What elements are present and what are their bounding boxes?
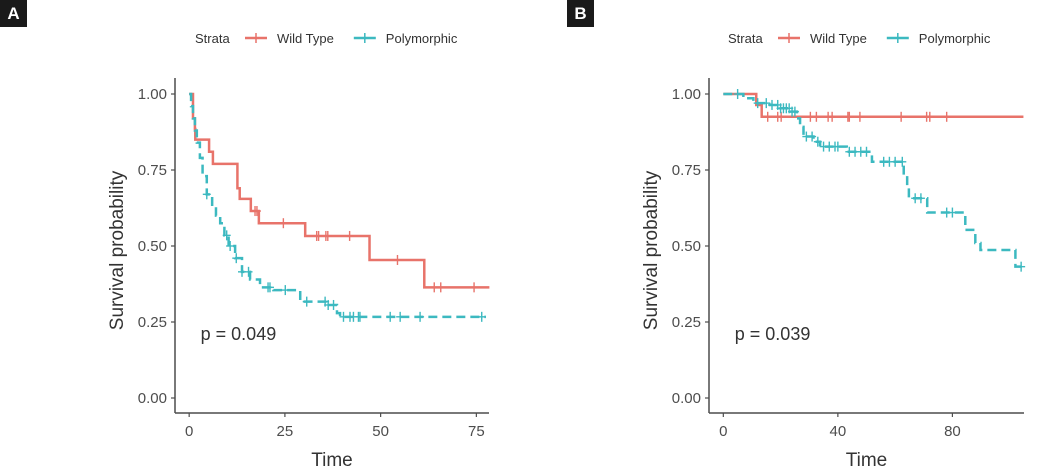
x-tick-label: 80 <box>944 423 961 440</box>
censor-mark <box>232 253 241 264</box>
censor-mark <box>763 111 772 122</box>
series-polymorphic <box>723 89 1026 272</box>
censor-mark <box>252 206 261 217</box>
y-axis-title: Survival probability <box>107 170 128 330</box>
censor-mark <box>777 111 786 122</box>
censor-mark <box>345 230 354 241</box>
censor-mark <box>812 111 821 122</box>
x-tick-label: 50 <box>372 423 389 440</box>
legend-key-wild-type <box>245 33 267 43</box>
panel-label-a: A <box>0 0 27 27</box>
y-tick-label: 0.25 <box>672 314 701 331</box>
legend: Strata Wild Type Polymorphic <box>728 31 991 46</box>
x-tick-label: 40 <box>830 423 847 440</box>
censor-mark <box>916 193 925 204</box>
p-value-annotation: p = 0.039 <box>735 324 811 344</box>
x-axis-title: Time <box>311 450 353 471</box>
x-tick-label: 0 <box>185 423 193 440</box>
legend-title: Strata <box>728 31 763 46</box>
legend-key-polymorphic <box>886 33 909 43</box>
censor-mark <box>833 141 842 152</box>
y-axis-title: Survival probability <box>641 170 662 330</box>
censor-mark <box>244 266 253 277</box>
series-wild-type <box>723 92 1024 122</box>
legend-key-wild-type <box>778 33 800 43</box>
y-tick-label: 0.75 <box>672 162 701 179</box>
censor-mark <box>470 282 479 293</box>
y-tick-label: 0.50 <box>672 238 701 255</box>
legend: Strata Wild Type Polymorphic <box>195 31 458 46</box>
y-tick-label: 0.00 <box>138 390 167 407</box>
survival-curve <box>189 92 490 289</box>
censor-mark <box>891 156 900 167</box>
censor-mark <box>393 254 402 265</box>
legend-label: Polymorphic <box>386 31 458 46</box>
censor-mark <box>808 131 817 142</box>
censor-mark <box>329 299 338 310</box>
survival-curve <box>723 92 1024 119</box>
legend-label: Wild Type <box>277 31 334 46</box>
censor-mark <box>222 230 231 241</box>
censor-mark <box>790 106 799 117</box>
censor-mark <box>948 207 957 218</box>
censor-mark <box>753 98 762 109</box>
censor-mark <box>436 282 445 293</box>
censor-mark <box>302 296 311 307</box>
x-tick-label: 0 <box>719 423 727 440</box>
censor-mark <box>897 111 906 122</box>
censor-mark <box>314 230 323 241</box>
series-polymorphic <box>189 92 486 322</box>
censor-mark <box>355 311 364 322</box>
censor-mark <box>733 89 742 99</box>
y-tick-label: 0.25 <box>138 314 167 331</box>
censor-mark <box>813 136 822 147</box>
censor-mark <box>898 156 907 167</box>
legend-key-polymorphic <box>353 33 376 43</box>
censor-mark <box>828 111 837 122</box>
series-wild-type <box>189 92 490 293</box>
censor-mark <box>265 282 274 293</box>
y-tick-label: 0.75 <box>138 162 167 179</box>
censor-mark <box>762 98 771 109</box>
censor-mark <box>281 285 290 296</box>
chart-panel-a: 0.00 0.25 0.50 0.75 1.00 0 25 50 75 Time Survival … <box>107 31 490 471</box>
censor-mark <box>226 241 235 251</box>
censor-mark <box>862 146 871 157</box>
censor-mark <box>855 111 864 122</box>
survival-curve <box>189 92 486 319</box>
legend-title: Strata <box>195 31 230 46</box>
censor-mark <box>845 111 854 122</box>
x-axis-title: Time <box>846 450 888 471</box>
censor-mark <box>942 111 951 122</box>
censor-mark <box>1017 261 1026 272</box>
censor-mark <box>323 230 332 241</box>
censor-mark <box>416 311 425 322</box>
x-tick-label: 75 <box>468 423 485 440</box>
censor-mark <box>202 189 211 200</box>
y-tick-label: 0.00 <box>672 390 701 407</box>
chart-panel-b: 0.00 0.25 0.50 0.75 1.00 0 40 80 Time Survival pr… <box>641 31 1026 471</box>
y-tick-label: 0.50 <box>138 238 167 255</box>
x-tick-label: 25 <box>277 423 294 440</box>
legend-label: Polymorphic <box>919 31 991 46</box>
censor-mark <box>396 311 405 322</box>
p-value-annotation: p = 0.049 <box>201 324 277 344</box>
censor-mark <box>386 311 395 322</box>
panel-label-b: B <box>567 0 594 27</box>
y-tick-label: 1.00 <box>672 86 701 103</box>
y-tick-label: 1.00 <box>138 86 167 103</box>
censor-mark <box>477 311 486 322</box>
censor-mark <box>279 218 288 229</box>
legend-label: Wild Type <box>810 31 867 46</box>
censor-mark <box>925 111 934 122</box>
